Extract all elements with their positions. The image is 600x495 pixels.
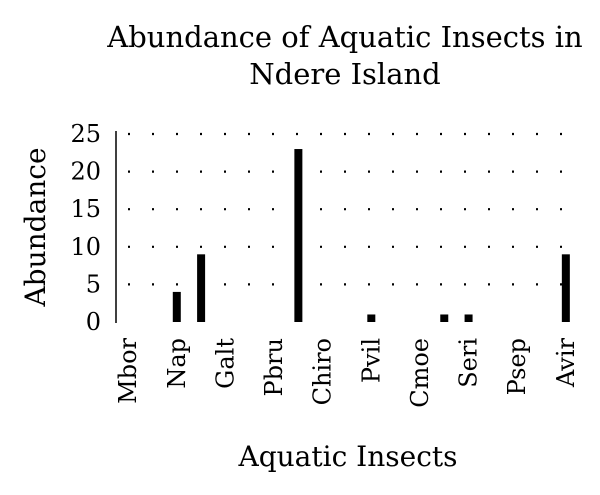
x-category-label-galt: Galt	[211, 338, 239, 389]
x-category-label-nap: Nap	[163, 338, 191, 389]
y-tick-label-10: 10	[70, 233, 101, 261]
x-axis-label: Aquatic Insects	[238, 440, 458, 473]
gridlines	[128, 132, 578, 286]
x-category-label-cmoe: Cmoe	[406, 338, 434, 408]
bar-1	[197, 254, 206, 322]
y-tick-label-15: 15	[70, 195, 101, 223]
bar-5	[464, 314, 473, 322]
x-category-label-mbor: Mbor	[114, 337, 142, 403]
y-tick-label-0: 0	[86, 308, 101, 336]
y-tick-label-5: 5	[86, 270, 101, 298]
bars	[172, 149, 570, 322]
bar-3	[367, 314, 376, 322]
x-category-label-pvil: Pvil	[357, 338, 385, 383]
bar-0	[172, 291, 181, 322]
x-category-label-psep: Psep	[503, 338, 531, 395]
y-tick-labels: 0 5 10 15 20 25	[70, 120, 101, 336]
x-category-label-chiro: Chiro	[309, 338, 337, 405]
chart-title-line-1: Abundance of Aquatic Insects in	[106, 20, 582, 54]
y-tick-label-20: 20	[70, 158, 101, 186]
x-category-label-seri: Seri	[455, 338, 483, 388]
bar-2	[294, 149, 303, 322]
y-tick-label-25: 25	[70, 120, 101, 148]
bar-6	[561, 254, 570, 322]
y-axis-label: Abundance	[19, 147, 52, 307]
bar-4	[440, 314, 449, 322]
x-category-labels: Mbor Nap Galt Pbru Chiro Pvil Cmoe Seri Psep Avir	[114, 337, 580, 407]
x-category-label-pbru: Pbru	[260, 338, 288, 396]
x-category-label-avir: Avir	[552, 337, 580, 388]
chart-title-line-2: Ndere Island	[249, 57, 441, 91]
